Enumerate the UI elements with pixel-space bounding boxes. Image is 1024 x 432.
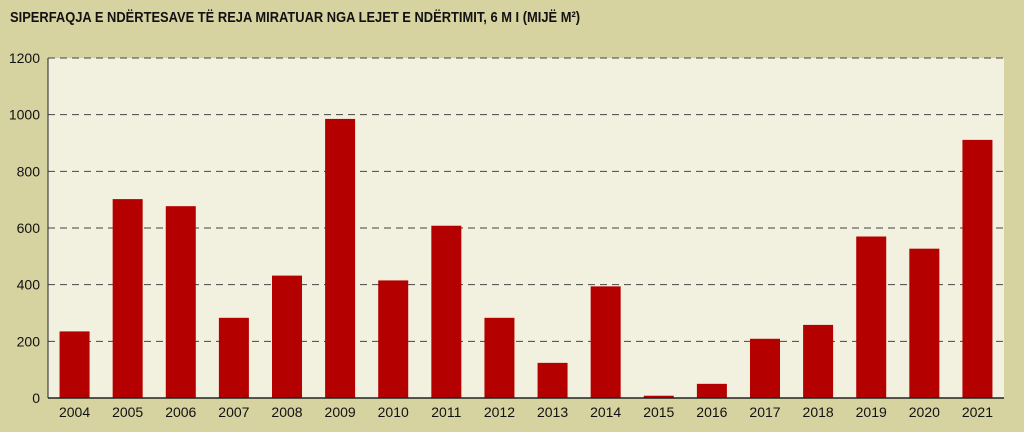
x-tick-label: 2004 xyxy=(59,404,90,420)
x-tick-label: 2012 xyxy=(484,404,515,420)
x-tick-label: 2006 xyxy=(165,404,196,420)
y-tick-label: 600 xyxy=(17,220,41,236)
x-tick-label: 2020 xyxy=(909,404,940,420)
bar xyxy=(59,331,90,398)
bar xyxy=(803,324,834,398)
bar xyxy=(272,275,302,398)
y-tick-label: 1200 xyxy=(9,50,40,66)
bar xyxy=(431,225,462,398)
x-tick-label: 2021 xyxy=(962,404,993,420)
x-tick-label: 2010 xyxy=(378,404,409,420)
bar xyxy=(962,139,993,398)
x-tick-label: 2019 xyxy=(856,404,887,420)
bar xyxy=(696,383,727,398)
bar xyxy=(909,248,940,398)
x-tick-label: 2011 xyxy=(431,404,461,420)
y-tick-label: 0 xyxy=(32,390,40,406)
bar xyxy=(218,317,249,398)
x-tick-label: 2015 xyxy=(643,404,674,420)
y-tick-label: 800 xyxy=(17,163,41,179)
bar xyxy=(325,118,356,399)
x-tick-label: 2017 xyxy=(749,404,780,420)
bar xyxy=(484,317,515,398)
y-tick-label: 400 xyxy=(17,277,41,293)
x-tick-label: 2008 xyxy=(271,404,302,420)
chart-title: SIPERFAQJA E NDËRTESAVE TË REJA MIRATUAR… xyxy=(10,9,581,26)
x-tick-label: 2016 xyxy=(696,404,727,420)
x-tick-label: 2005 xyxy=(112,404,143,420)
bar xyxy=(165,206,196,398)
x-tick-label: 2009 xyxy=(325,404,356,420)
x-tick-label: 2018 xyxy=(803,404,834,420)
x-tick-label: 2013 xyxy=(537,404,568,420)
y-tick-label: 1000 xyxy=(9,107,40,123)
bar xyxy=(590,286,621,398)
bar xyxy=(378,280,409,398)
bar xyxy=(856,236,887,398)
bar xyxy=(750,338,780,398)
bar xyxy=(643,395,674,398)
y-tick-label: 200 xyxy=(17,333,41,349)
bar xyxy=(537,362,568,398)
x-tick-label: 2014 xyxy=(590,404,621,420)
bar xyxy=(112,199,143,398)
x-tick-label: 2007 xyxy=(218,404,249,420)
